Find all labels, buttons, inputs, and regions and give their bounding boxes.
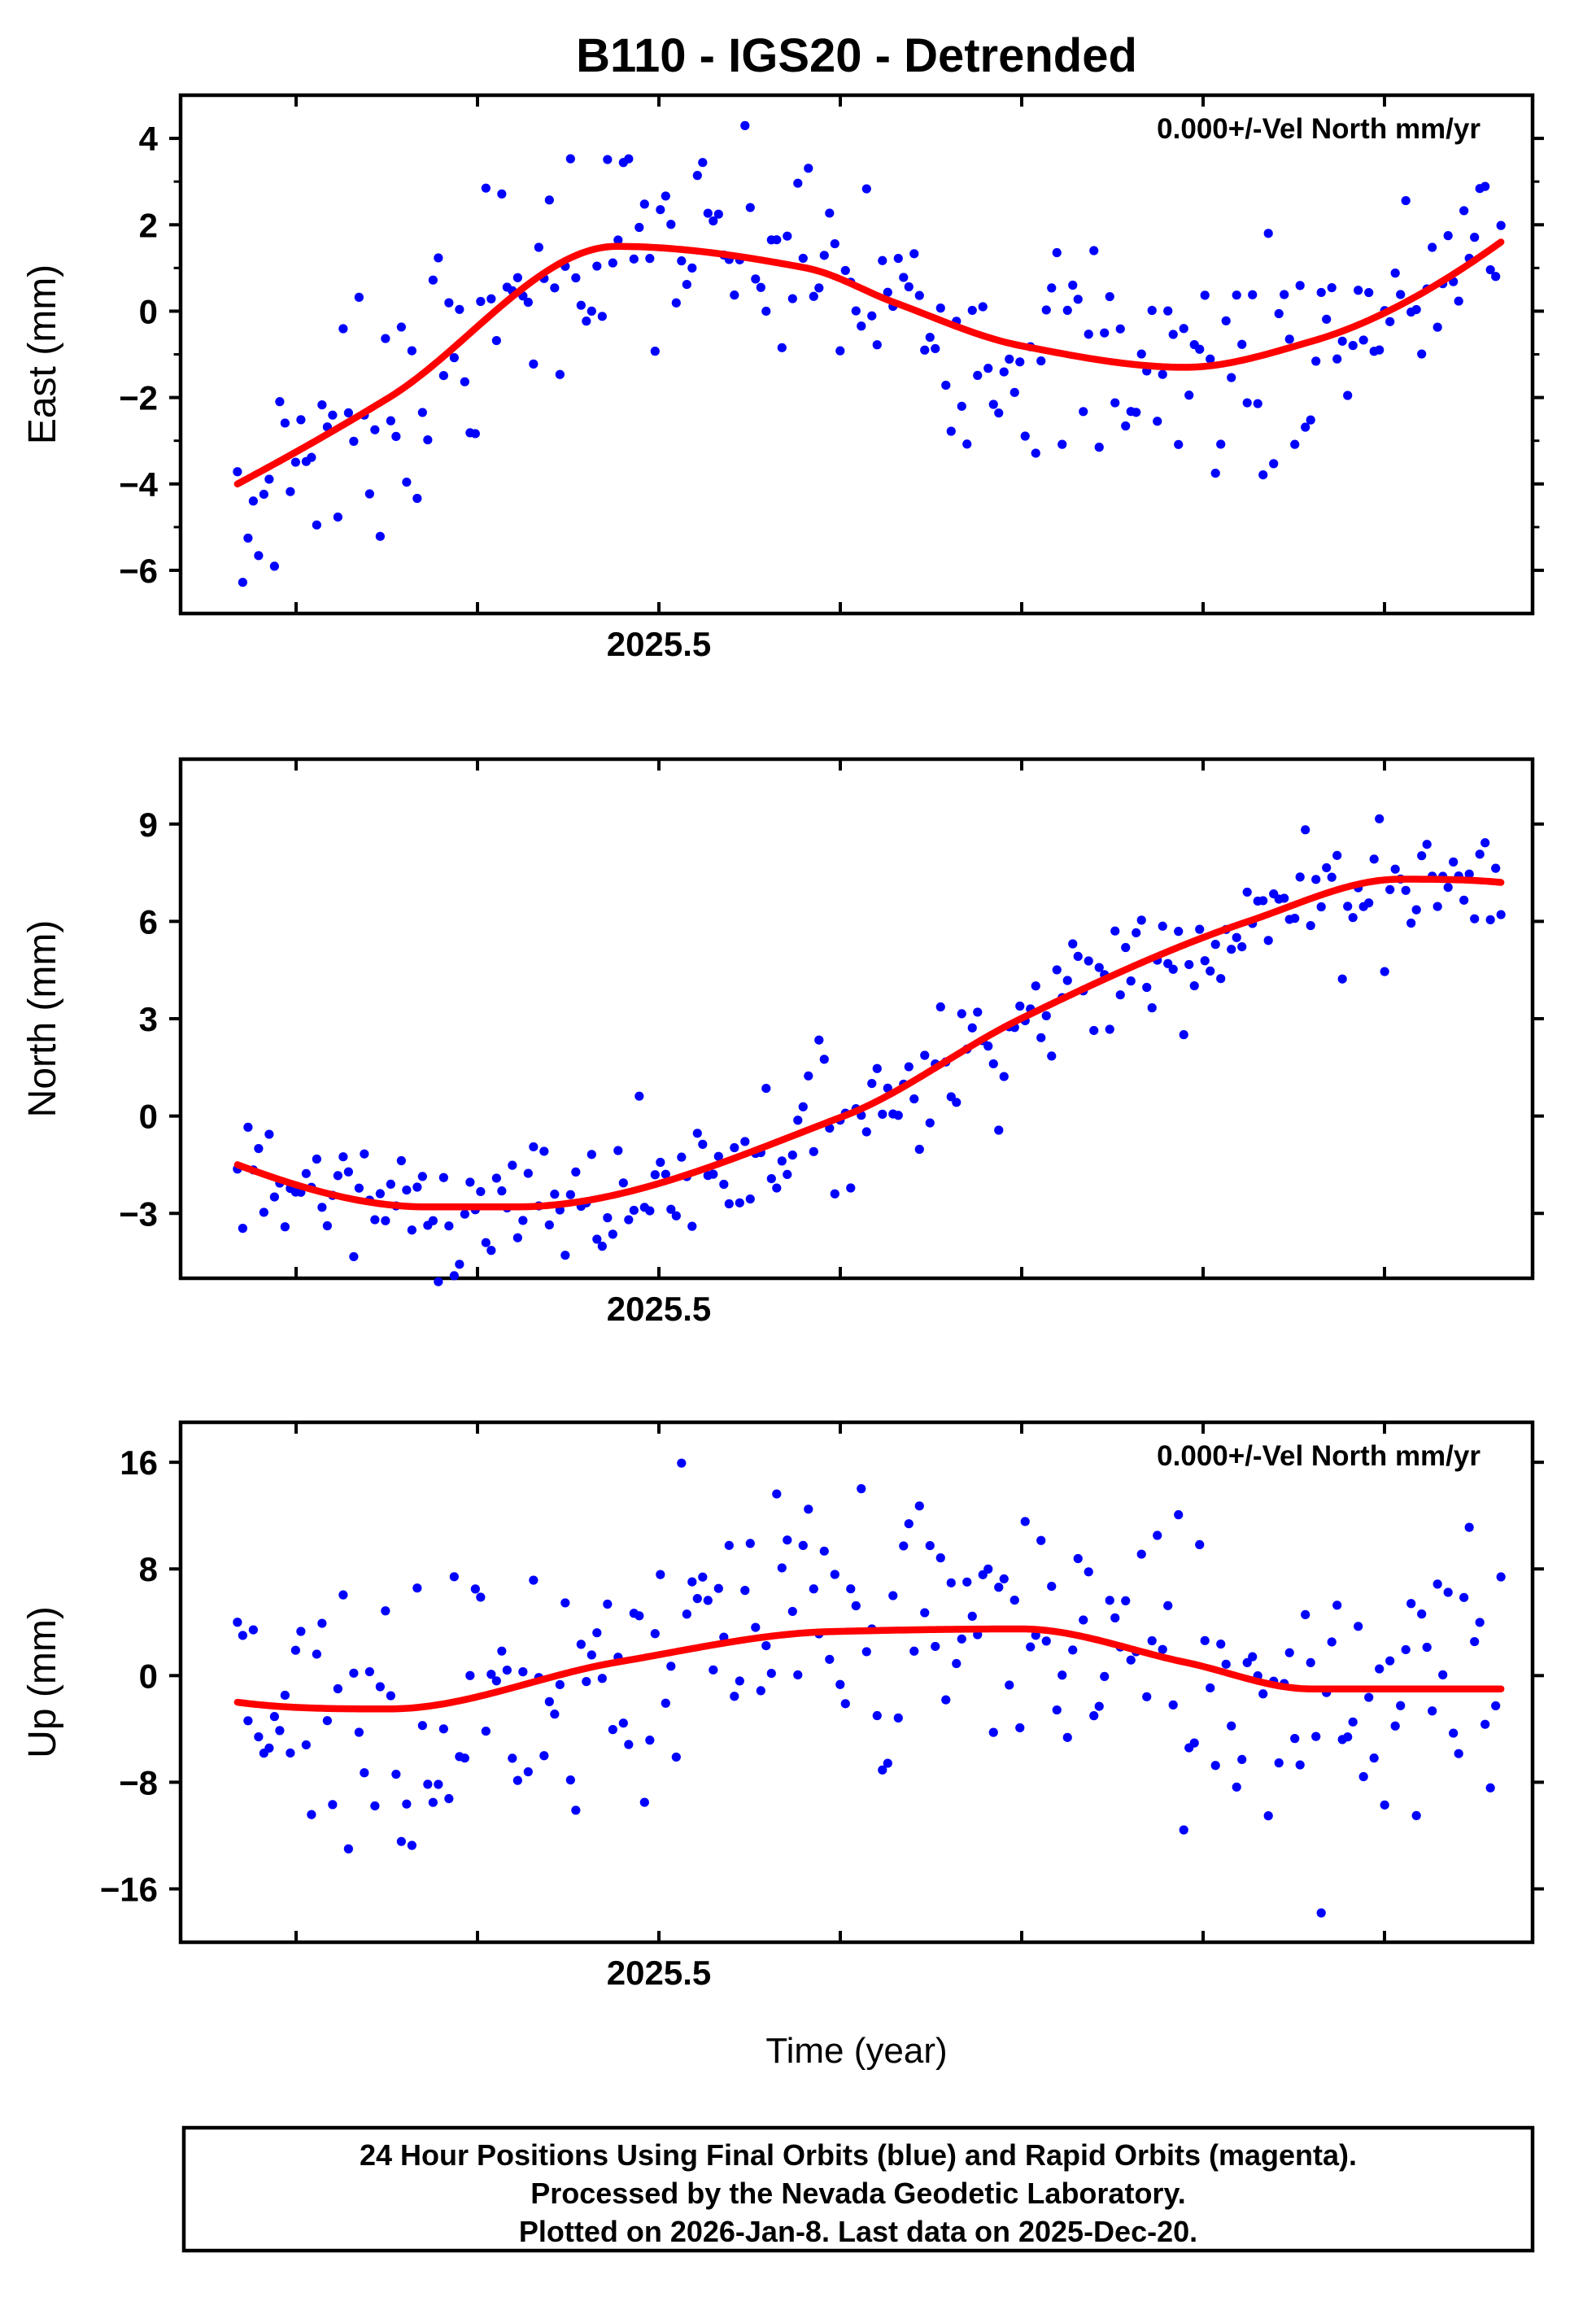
svg-text:B110 - IGS20 - Detrended: B110 - IGS20 - Detrended <box>576 29 1137 82</box>
svg-text:−6: −6 <box>119 552 158 590</box>
svg-text:East (mm): East (mm) <box>21 264 64 444</box>
svg-text:−3: −3 <box>119 1194 158 1233</box>
svg-text:16: 16 <box>120 1443 158 1482</box>
svg-text:3: 3 <box>139 1000 158 1038</box>
svg-text:0.000+/-Vel North mm/yr: 0.000+/-Vel North mm/yr <box>1157 113 1480 145</box>
svg-text:North (mm): North (mm) <box>21 920 64 1118</box>
svg-text:24 Hour Positions Using Final: 24 Hour Positions Using Final Orbits (bl… <box>360 2138 1357 2172</box>
svg-text:2025.5: 2025.5 <box>607 1290 711 1328</box>
svg-text:0.000+/-Vel North mm/yr: 0.000+/-Vel North mm/yr <box>1157 1440 1480 1472</box>
svg-text:−4: −4 <box>119 465 159 504</box>
svg-text:Up (mm): Up (mm) <box>21 1606 64 1758</box>
svg-text:2: 2 <box>139 206 158 244</box>
svg-text:−16: −16 <box>100 1870 158 1908</box>
svg-text:4: 4 <box>139 120 159 158</box>
svg-text:9: 9 <box>139 806 158 844</box>
svg-text:−8: −8 <box>119 1763 158 1801</box>
svg-text:0: 0 <box>139 1098 158 1136</box>
svg-text:2025.5: 2025.5 <box>607 1954 711 1992</box>
svg-text:0: 0 <box>139 292 158 330</box>
svg-text:Plotted on 2026-Jan-8. Last da: Plotted on 2026-Jan-8. Last data on 2025… <box>519 2215 1197 2248</box>
svg-text:2025.5: 2025.5 <box>607 625 711 663</box>
svg-text:0: 0 <box>139 1657 158 1695</box>
svg-text:Time (year): Time (year) <box>765 2031 947 2071</box>
svg-text:Processed by the Nevada Geodet: Processed by the Nevada Geodetic Laborat… <box>530 2177 1186 2210</box>
svg-text:−2: −2 <box>119 379 158 417</box>
svg-text:8: 8 <box>139 1550 158 1588</box>
svg-text:6: 6 <box>139 902 158 941</box>
